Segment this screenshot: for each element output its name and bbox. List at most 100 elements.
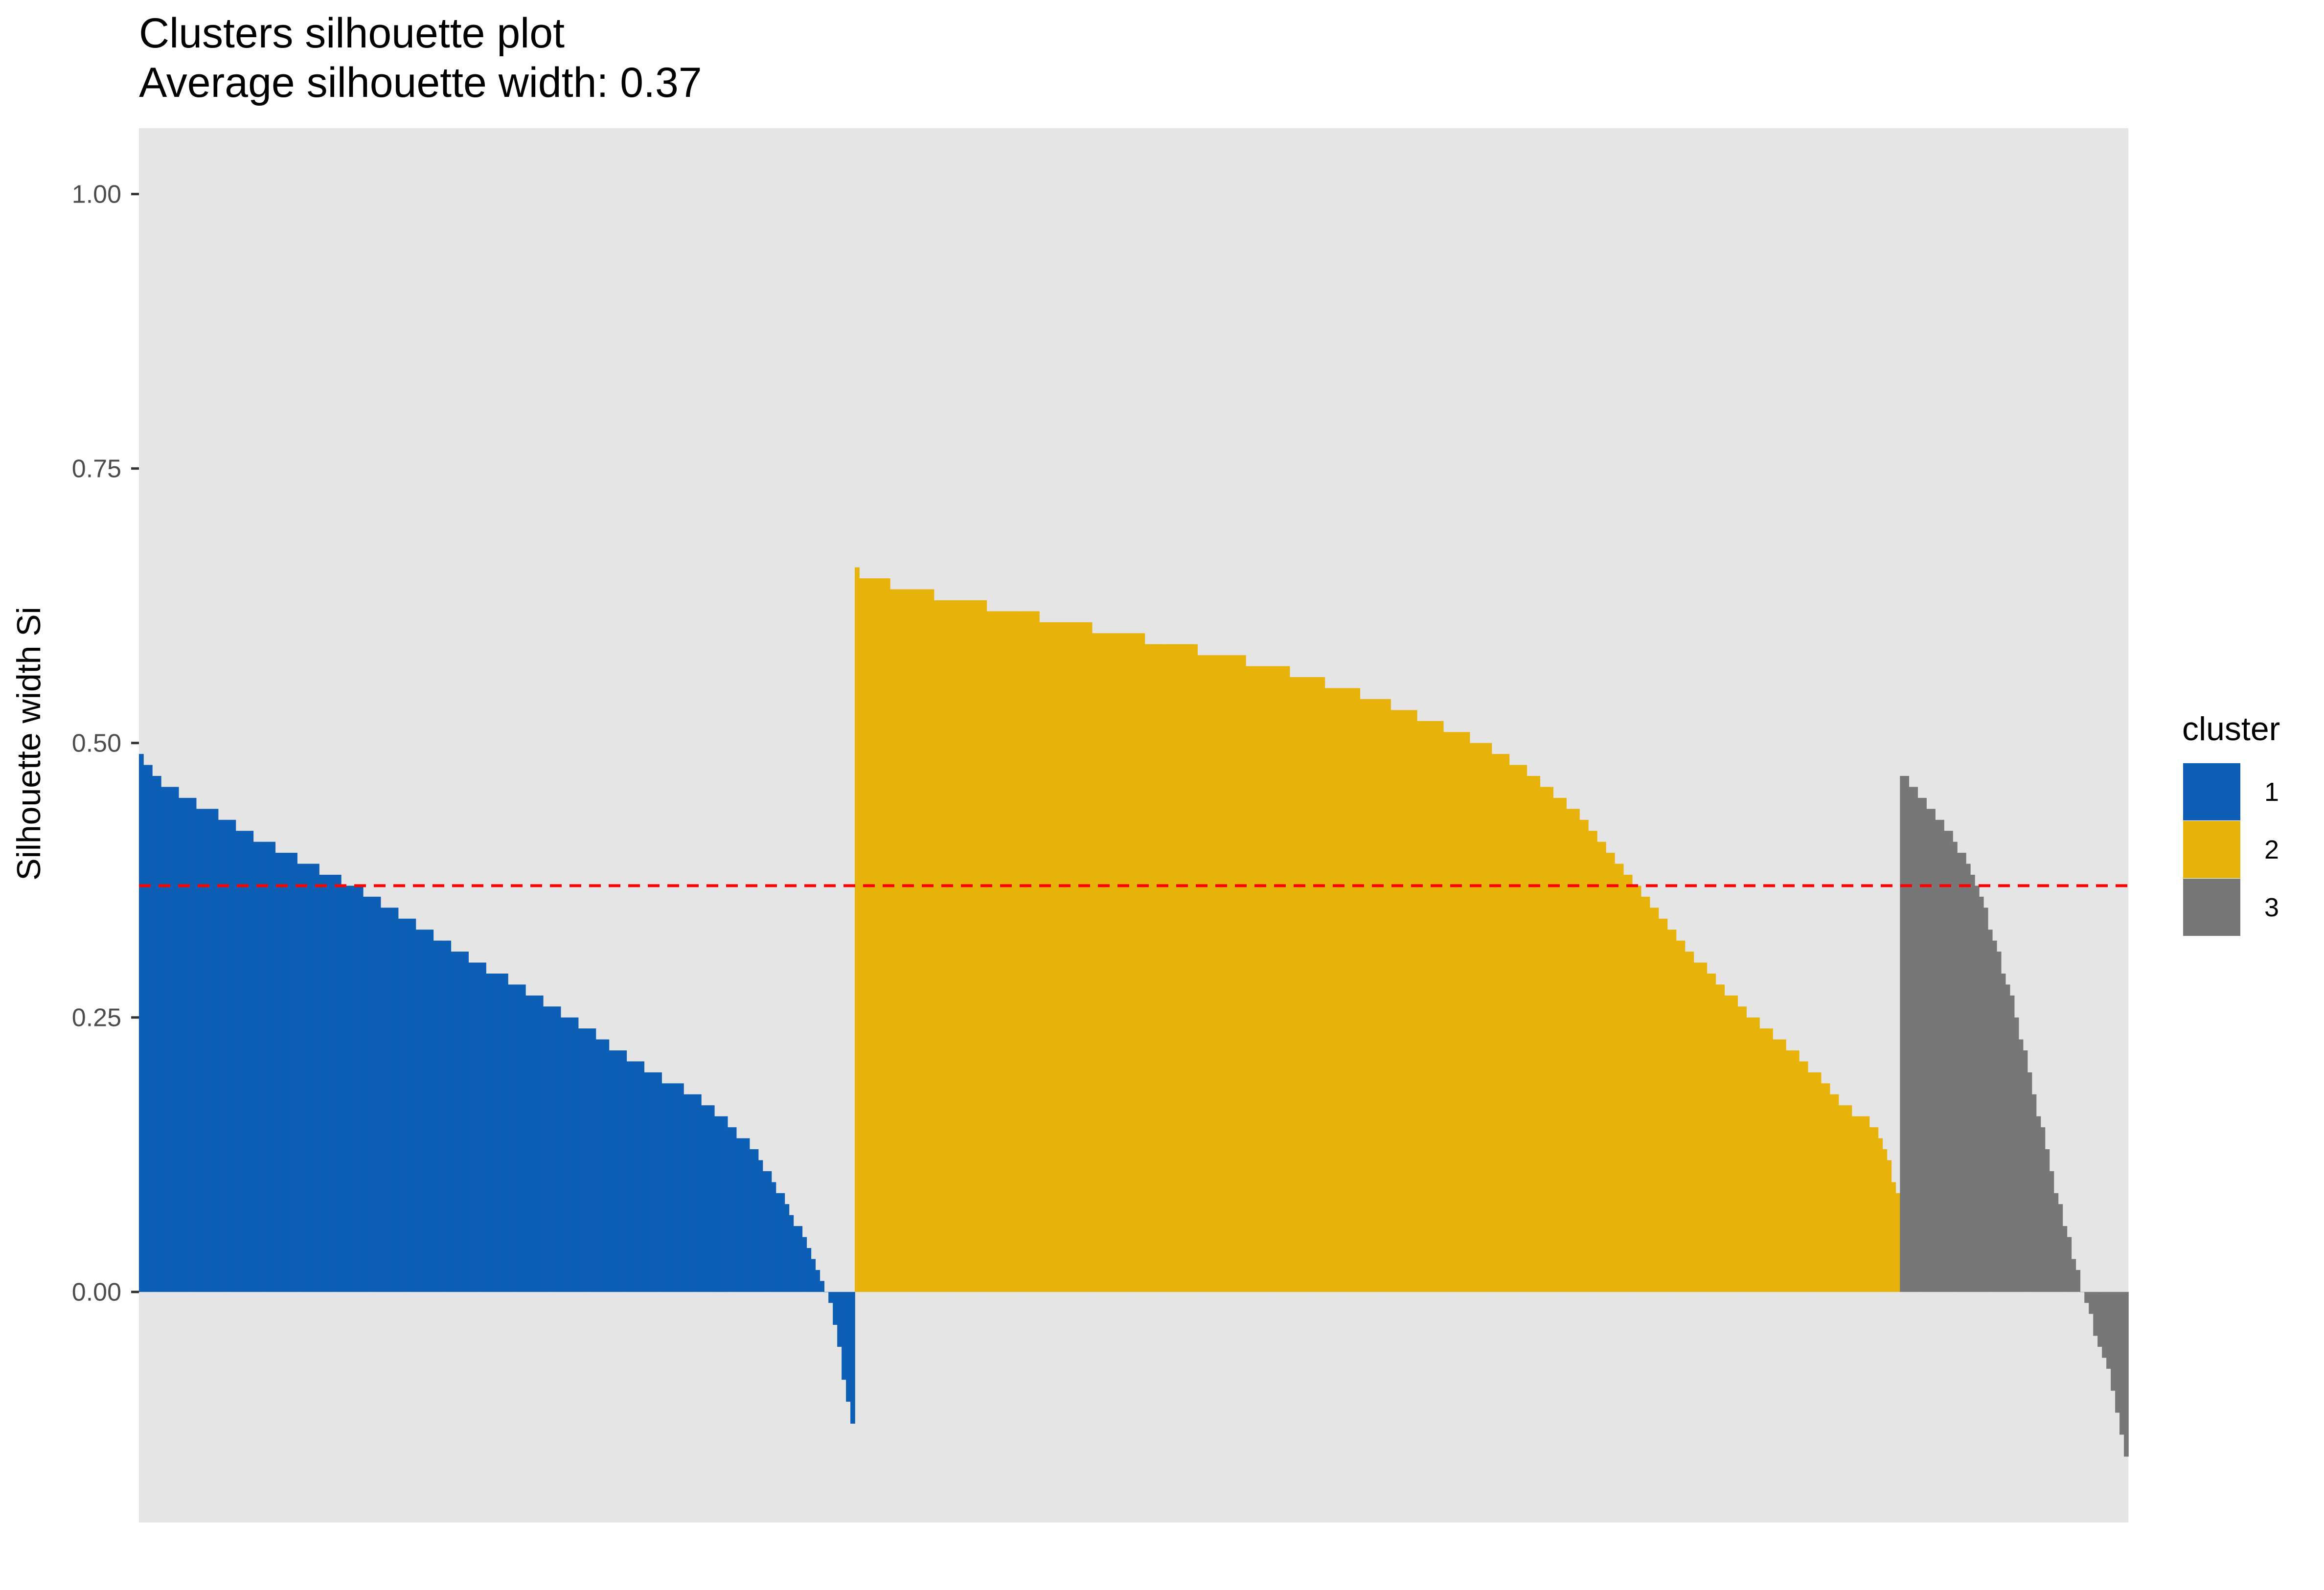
silhouette-bar-cluster-2	[1215, 655, 1220, 1292]
silhouette-bar-cluster-2	[1807, 1072, 1813, 1292]
silhouette-bar-cluster-1	[385, 908, 390, 1292]
silhouette-bar-cluster-1	[468, 962, 473, 1292]
y-tick-2: 0.50	[72, 729, 139, 758]
silhouette-bar-cluster-1	[459, 952, 465, 1292]
silhouette-bar-cluster-2	[1667, 930, 1672, 1292]
silhouette-bar-cluster-2	[1070, 622, 1075, 1292]
silhouette-bar-cluster-1	[455, 952, 460, 1292]
silhouette-bar-cluster-1	[235, 831, 241, 1292]
silhouette-bar-cluster-1	[551, 1006, 557, 1292]
silhouette-bar-cluster-2	[894, 589, 899, 1292]
silhouette-bar-cluster-2	[1316, 677, 1321, 1292]
silhouette-bar-cluster-2	[1338, 688, 1343, 1292]
silhouette-bar-cluster-1	[411, 918, 416, 1292]
silhouette-bar-cluster-2	[942, 600, 948, 1292]
silhouette-bar-cluster-2	[1206, 655, 1211, 1292]
silhouette-bar-cluster-1	[639, 1061, 645, 1292]
silhouette-bar-cluster-2	[1803, 1061, 1808, 1292]
silhouette-bar-cluster-1	[675, 1083, 680, 1292]
silhouette-bar-cluster-2	[1518, 765, 1523, 1292]
silhouette-bar-cluster-1	[842, 1292, 846, 1380]
silhouette-bar-cluster-1	[249, 831, 254, 1292]
silhouette-bar-cluster-1	[424, 930, 430, 1292]
silhouette-bar-cluster-2	[1074, 622, 1079, 1292]
silhouette-bar-cluster-2	[1895, 1193, 1901, 1292]
silhouette-bar-cluster-3	[2014, 1017, 2019, 1292]
silhouette-bar-cluster-2	[1017, 611, 1022, 1292]
silhouette-bar-cluster-2	[1092, 633, 1097, 1292]
silhouette-bar-cluster-3	[2084, 1292, 2090, 1303]
silhouette-bar-cluster-3	[2089, 1292, 2094, 1314]
silhouette-bar-cluster-1	[345, 886, 350, 1292]
silhouette-bar-cluster-3	[2097, 1292, 2102, 1347]
silhouette-bar-cluster-1	[753, 1149, 759, 1292]
silhouette-bar-cluster-3	[1961, 853, 1966, 1292]
silhouette-bar-cluster-1	[837, 1292, 842, 1347]
silhouette-bar-cluster-1	[240, 831, 245, 1292]
silhouette-bar-cluster-3	[1939, 819, 1944, 1292]
silhouette-bar-cluster-1	[165, 787, 170, 1292]
silhouette-bar-cluster-1	[595, 1039, 601, 1292]
silhouette-bar-cluster-2	[1022, 611, 1026, 1292]
silhouette-bar-cluster-2	[1588, 831, 1593, 1292]
y-tick-label: 0.75	[72, 455, 121, 483]
silhouette-bar-cluster-2	[1799, 1061, 1804, 1292]
silhouette-bar-cluster-2	[1812, 1072, 1817, 1292]
silhouette-bar-cluster-3	[1983, 908, 1988, 1292]
legend-item-2: 2	[2183, 821, 2279, 878]
silhouette-bar-cluster-2	[1061, 622, 1066, 1292]
silhouette-bar-cluster-2	[1149, 644, 1154, 1292]
silhouette-bar-cluster-2	[938, 600, 943, 1292]
silhouette-bar-cluster-2	[1829, 1094, 1835, 1292]
silhouette-bar-cluster-2	[1210, 655, 1215, 1292]
silhouette-bar-cluster-1	[371, 896, 377, 1292]
legend-item-3: 3	[2183, 879, 2279, 936]
silhouette-bar-cluster-2	[1478, 743, 1483, 1292]
silhouette-bar-cluster-2	[1166, 644, 1172, 1292]
silhouette-bar-cluster-2	[1610, 853, 1615, 1292]
silhouette-bar-cluster-2	[1285, 666, 1290, 1292]
silhouette-bar-cluster-1	[490, 973, 495, 1292]
silhouette-bar-cluster-2	[1000, 611, 1005, 1292]
silhouette-bar-cluster-1	[657, 1072, 662, 1292]
silhouette-bar-cluster-2	[973, 600, 979, 1292]
silhouette-bar-cluster-3	[1931, 809, 1936, 1292]
silhouette-bar-cluster-1	[495, 973, 500, 1292]
silhouette-bar-cluster-2	[1527, 776, 1532, 1292]
silhouette-bar-cluster-1	[701, 1105, 706, 1292]
silhouette-bar-cluster-2	[1720, 984, 1725, 1292]
silhouette-bar-cluster-2	[1816, 1072, 1822, 1292]
silhouette-bar-cluster-1	[481, 962, 486, 1292]
silhouette-bar-cluster-3	[2115, 1292, 2120, 1413]
silhouette-bar-cluster-2	[1175, 644, 1181, 1292]
silhouette-bar-cluster-1	[222, 819, 228, 1292]
silhouette-bar-cluster-1	[354, 886, 359, 1292]
legend-label-2: 2	[2264, 835, 2279, 864]
silhouette-bar-cluster-1	[196, 809, 201, 1292]
silhouette-bar-cluster-2	[1382, 699, 1387, 1292]
silhouette-bar-cluster-2	[881, 578, 886, 1292]
silhouette-bar-cluster-2	[1254, 666, 1259, 1292]
silhouette-bar-cluster-1	[736, 1138, 741, 1292]
silhouette-bar-cluster-2	[1408, 710, 1413, 1292]
silhouette-bar-cluster-1	[762, 1171, 768, 1292]
silhouette-bar-cluster-2	[1689, 952, 1694, 1292]
silhouette-bar-cluster-1	[213, 809, 219, 1292]
silhouette-bar-cluster-3	[2111, 1292, 2116, 1391]
silhouette-bar-cluster-2	[1434, 721, 1439, 1292]
silhouette-bar-cluster-2	[1882, 1149, 1888, 1292]
silhouette-bar-cluster-3	[2023, 1050, 2028, 1292]
silhouette-bar-cluster-1	[218, 819, 223, 1292]
silhouette-bar-cluster-3	[2106, 1292, 2111, 1369]
silhouette-bar-cluster-2	[1329, 688, 1334, 1292]
silhouette-bar-cluster-2	[1614, 863, 1619, 1292]
silhouette-bar-cluster-2	[1127, 633, 1132, 1292]
silhouette-bar-cluster-2	[1056, 622, 1062, 1292]
silhouette-bars	[139, 567, 2129, 1457]
silhouette-bar-cluster-2	[1452, 732, 1457, 1292]
silhouette-bar-cluster-1	[327, 874, 333, 1292]
silhouette-bar-cluster-2	[1504, 754, 1510, 1292]
silhouette-bar-cluster-2	[1851, 1116, 1857, 1292]
silhouette-bar-cluster-1	[692, 1094, 697, 1292]
silhouette-bar-cluster-2	[1843, 1105, 1848, 1292]
